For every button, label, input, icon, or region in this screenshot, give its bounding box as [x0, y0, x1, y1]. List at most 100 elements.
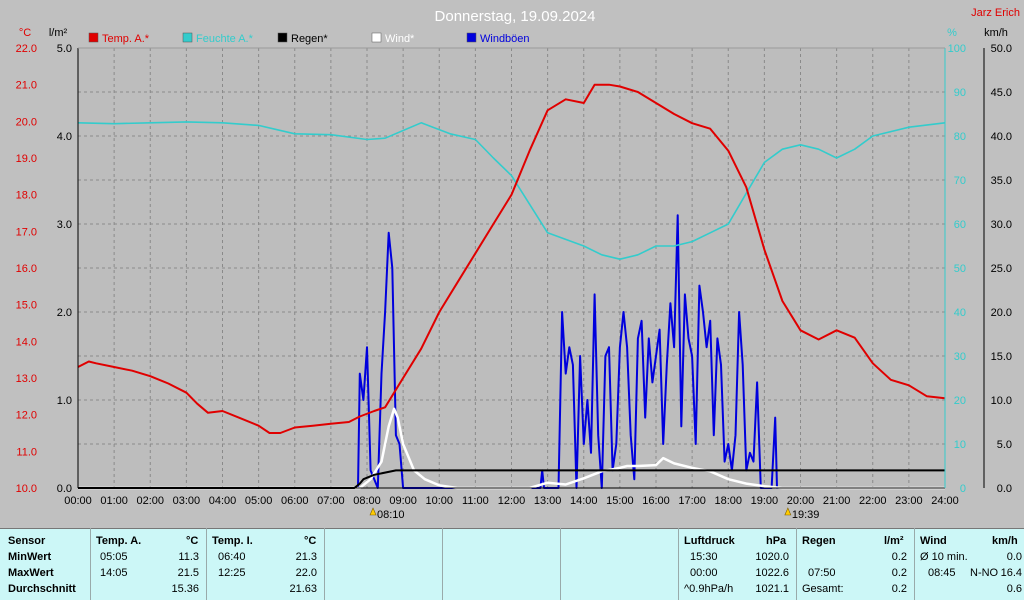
humidity-tick-label: 80 [954, 131, 966, 143]
rain-tick-label: 3.0 [57, 219, 72, 231]
pressure-min-time: 15:30 [690, 551, 718, 563]
wind-unit: km/h [992, 535, 1018, 547]
temp-tick-label: 19.0 [16, 153, 37, 165]
x-tick-label: 15:00 [606, 495, 634, 507]
pressure-trend: ^0.9hPa/h [684, 583, 734, 595]
humidity-tick-label: 60 [954, 219, 966, 231]
x-tick-label: 05:00 [245, 495, 273, 507]
x-tick-label: 13:00 [534, 495, 562, 507]
wind-tick-label: 30.0 [991, 219, 1012, 231]
rain-min-value: 0.2 [891, 551, 907, 563]
humidity-tick-label: 20 [954, 395, 966, 407]
series-line-tempa [77, 83, 946, 434]
temp-tick-label: 10.0 [16, 483, 37, 495]
pressure-max-value: 1022.6 [755, 567, 789, 579]
temp-a-min-value: 11.3 [178, 551, 199, 563]
x-tick-label: 06:00 [281, 495, 309, 507]
wind-tick-label: 35.0 [991, 175, 1012, 187]
x-tick-label: 09:00 [389, 495, 417, 507]
pressure-unit: hPa [766, 535, 787, 547]
wind-min-value: 0.0 [1006, 551, 1022, 563]
humidity-tick-label: 10 [954, 439, 966, 451]
sensor-header: Sensor [8, 535, 46, 547]
temp-tick-label: 17.0 [16, 226, 37, 238]
legend-label: Windböen [480, 33, 530, 45]
x-tick-label: 18:00 [714, 495, 742, 507]
temp-tick-label: 15.0 [16, 300, 37, 312]
legend-label: Wind* [385, 33, 415, 45]
legend-label: Temp. A.* [102, 33, 150, 45]
temp-tick-label: 20.0 [16, 116, 37, 128]
x-tick-label: 02:00 [136, 495, 164, 507]
unit-rain: l/m² [49, 27, 68, 39]
x-tick-label: 04:00 [209, 495, 237, 507]
pressure-header: Luftdruck [684, 535, 735, 547]
rain-tick-label: 2.0 [57, 307, 72, 319]
weather-chart: 00:00 01:00 02:00 03:00 04:00 05:00 06:00 07:00… [15, 7, 1020, 521]
wind-tick-label: 25.0 [991, 263, 1012, 275]
rain-tick-label: 0.0 [57, 483, 72, 495]
wind-tick-label: 5.0 [997, 439, 1012, 451]
rain-header: Regen [802, 535, 836, 547]
temp-tick-label: 22.0 [16, 43, 37, 55]
rain-tick-label: 1.0 [57, 395, 72, 407]
x-tick-label: 23:00 [895, 495, 923, 507]
x-tick-label: 10:00 [425, 495, 453, 507]
x-tick-label: 12:00 [498, 495, 526, 507]
temp-a-max-time: 14:05 [100, 567, 128, 579]
wind-tick-label: 20.0 [991, 307, 1012, 319]
legend-label: Feuchte A.* [196, 33, 254, 45]
x-tick-label: 19:00 [751, 495, 779, 507]
rain-tick-label: 5.0 [57, 43, 72, 55]
wind-max-time: 08:45 [928, 567, 956, 579]
x-tick-label: 01:00 [100, 495, 128, 507]
series-line-feuchtea [77, 121, 946, 261]
x-tick-label: 08:00 [353, 495, 381, 507]
humidity-tick-label: 100 [948, 43, 966, 55]
sunrise-icon [369, 507, 377, 516]
humidity-tick-label: 30 [954, 351, 966, 363]
x-tick-label: 17:00 [678, 495, 706, 507]
chart-canvas: 00:00 01:00 02:00 03:00 04:00 05:00 06:00 07:00… [16, 7, 1020, 521]
legend-label: Regen* [291, 33, 328, 45]
temp-a-max-value: 21.5 [177, 567, 199, 579]
x-tick-label: 16:00 [642, 495, 670, 507]
rain-total-label: Gesamt: [802, 583, 844, 595]
pressure-max-time: 00:00 [690, 567, 718, 579]
x-tick-label: 21:00 [823, 495, 851, 507]
wind-max-value: 16.4 [1000, 567, 1022, 579]
unit-humidity: % [947, 27, 957, 39]
temp-i-avg-value: 21.63 [289, 583, 317, 595]
legend-swatch [466, 32, 477, 43]
wind-tick-label: 15.0 [991, 351, 1012, 363]
x-tick-label: 14:00 [570, 495, 598, 507]
wind-tick-label: 45.0 [991, 87, 1012, 99]
row-max-label: MaxWert [8, 567, 54, 579]
x-tick-label: 24:00 [931, 495, 959, 507]
temp-tick-label: 14.0 [16, 336, 37, 348]
unit-wind: km/h [984, 27, 1008, 39]
humidity-tick-label: 40 [954, 307, 966, 319]
temp-tick-label: 16.0 [16, 263, 37, 275]
rain-unit: l/m² [884, 535, 904, 547]
wind-header: Wind [920, 535, 947, 547]
x-tick-label: 00:00 [64, 495, 92, 507]
temp-i-max-value: 22.0 [295, 567, 317, 579]
temp-i-max-time: 12:25 [218, 567, 246, 579]
sunset-time-label: 19:39 [792, 509, 820, 521]
wind-tick-label: 10.0 [991, 395, 1012, 407]
legend-swatch [182, 32, 193, 43]
pressure-min-value: 1020.0 [755, 551, 789, 563]
wind-tick-label: 0.0 [997, 483, 1012, 495]
temp-i-min-time: 06:40 [218, 551, 246, 563]
rain-total-value: 0.2 [891, 583, 907, 595]
legend-swatch [371, 32, 382, 43]
wind-avg-value: 0.6 [1006, 583, 1022, 595]
rain-max-time: 07:50 [808, 567, 836, 579]
temp-a-unit: °C [186, 535, 199, 547]
sunset-icon [784, 507, 792, 516]
rain-tick-label: 4.0 [57, 131, 72, 143]
sunrise-time-label: 08:10 [377, 509, 405, 521]
temp-a-avg-value: 15.36 [171, 583, 199, 595]
temp-a-header: Temp. A. [96, 535, 142, 547]
